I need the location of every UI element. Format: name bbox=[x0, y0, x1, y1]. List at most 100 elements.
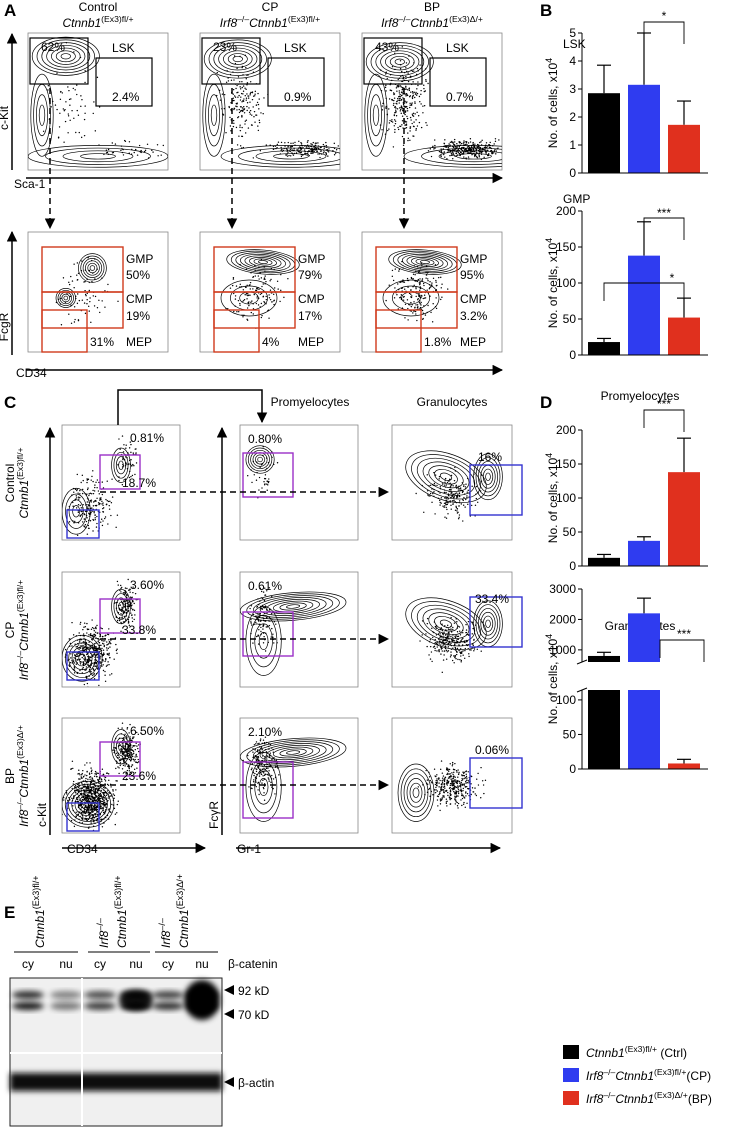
event-dot bbox=[102, 636, 103, 637]
event-dot bbox=[452, 150, 453, 151]
event-dot bbox=[411, 123, 412, 124]
event-dot bbox=[126, 444, 127, 445]
event-dot bbox=[99, 777, 100, 778]
event-dot bbox=[411, 295, 412, 296]
event-dot bbox=[430, 148, 431, 149]
event-dot bbox=[138, 751, 139, 752]
event-dot bbox=[246, 99, 247, 100]
event-dot bbox=[419, 640, 420, 641]
event-dot bbox=[121, 587, 122, 588]
event-dot bbox=[77, 492, 78, 493]
event-dot bbox=[258, 757, 259, 758]
event-dot bbox=[70, 662, 71, 663]
event-dot bbox=[133, 452, 134, 453]
event-dot bbox=[99, 312, 100, 313]
event-dot bbox=[80, 789, 81, 790]
event-dot bbox=[448, 147, 449, 148]
event-dot bbox=[86, 659, 87, 660]
event-dot bbox=[260, 294, 261, 295]
event-dot bbox=[462, 784, 463, 785]
event-dot bbox=[440, 486, 441, 487]
event-dot bbox=[117, 755, 118, 756]
event-dot bbox=[78, 797, 79, 798]
event-dot bbox=[118, 584, 119, 585]
event-dot bbox=[241, 116, 242, 117]
event-dot bbox=[118, 438, 119, 439]
event-dot bbox=[452, 765, 453, 766]
event-dot bbox=[441, 287, 442, 288]
gate-name: LSK bbox=[284, 41, 307, 55]
event-dot bbox=[307, 140, 308, 141]
event-dot bbox=[126, 735, 127, 736]
event-dot bbox=[465, 648, 466, 649]
event-dot bbox=[451, 155, 452, 156]
event-dot bbox=[468, 142, 469, 143]
group-title: BP bbox=[424, 0, 440, 14]
event-dot bbox=[430, 312, 431, 313]
event-dot bbox=[147, 144, 148, 145]
event-dot bbox=[96, 625, 97, 626]
event-dot bbox=[423, 285, 424, 286]
event-dot bbox=[107, 500, 108, 501]
event-dot bbox=[452, 781, 453, 782]
event-dot bbox=[83, 641, 84, 642]
event-dot bbox=[406, 101, 407, 102]
event-dot bbox=[448, 629, 449, 630]
event-dot bbox=[105, 499, 106, 500]
event-dot bbox=[72, 768, 73, 769]
event-dot bbox=[437, 799, 438, 800]
event-dot bbox=[85, 626, 86, 627]
event-dot bbox=[447, 502, 448, 503]
event-dot bbox=[129, 141, 130, 142]
event-dot bbox=[73, 659, 74, 660]
event-dot bbox=[316, 151, 317, 152]
event-dot bbox=[462, 650, 463, 651]
event-dot bbox=[80, 623, 81, 624]
event-dot bbox=[428, 150, 429, 151]
event-dot bbox=[89, 671, 90, 672]
event-dot bbox=[104, 646, 105, 647]
event-dot bbox=[446, 484, 447, 485]
event-dot bbox=[313, 142, 314, 143]
event-dot bbox=[104, 306, 105, 307]
event-dot bbox=[279, 301, 280, 302]
event-dot bbox=[100, 662, 101, 663]
event-dot bbox=[441, 783, 442, 784]
event-dot bbox=[75, 792, 76, 793]
event-dot bbox=[86, 644, 87, 645]
event-dot bbox=[117, 581, 118, 582]
event-dot bbox=[440, 769, 441, 770]
event-dot bbox=[446, 158, 447, 159]
event-dot bbox=[407, 140, 408, 141]
event-dot bbox=[438, 786, 439, 787]
event-dot bbox=[111, 673, 112, 674]
event-dot bbox=[299, 146, 300, 147]
event-dot bbox=[229, 107, 230, 108]
event-dot bbox=[93, 101, 94, 102]
event-dot bbox=[466, 632, 467, 633]
event-dot bbox=[436, 783, 437, 784]
event-dot bbox=[399, 126, 400, 127]
event-dot bbox=[425, 122, 426, 123]
event-dot bbox=[118, 767, 119, 768]
event-dot bbox=[394, 132, 395, 133]
event-dot bbox=[458, 487, 459, 488]
event-dot bbox=[334, 143, 335, 144]
event-dot bbox=[393, 105, 394, 106]
event-dot bbox=[78, 497, 79, 498]
event-dot bbox=[268, 779, 269, 780]
event-dot bbox=[84, 70, 85, 71]
gene: Irf8 bbox=[17, 663, 31, 681]
event-dot bbox=[392, 66, 393, 67]
event-dot bbox=[88, 641, 89, 642]
event-dot bbox=[78, 498, 79, 499]
event-dot bbox=[250, 92, 251, 93]
event-dot bbox=[453, 787, 454, 788]
event-dot bbox=[317, 153, 318, 154]
event-dot bbox=[439, 476, 440, 477]
event-dot bbox=[132, 756, 133, 757]
event-dot bbox=[443, 775, 444, 776]
event-dot bbox=[81, 777, 82, 778]
event-dot bbox=[441, 150, 442, 151]
event-dot bbox=[271, 775, 272, 776]
